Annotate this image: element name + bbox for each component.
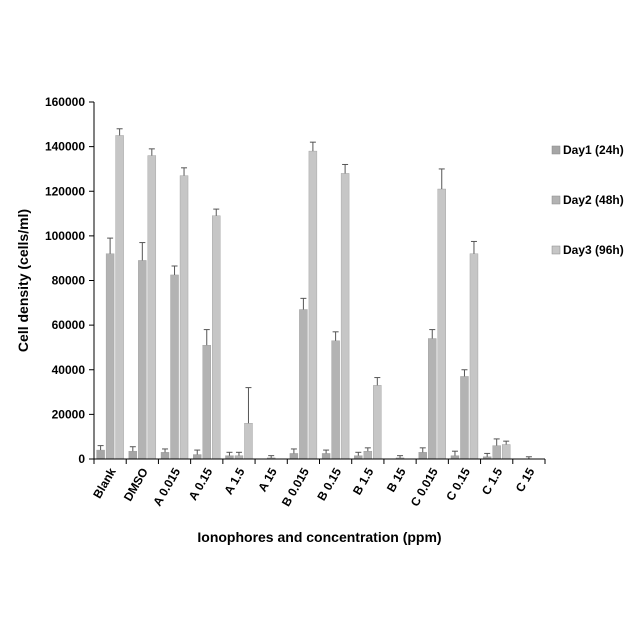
bar: [299, 310, 307, 459]
bar: [138, 260, 146, 459]
y-tick-label: 140000: [45, 140, 85, 154]
bar: [438, 189, 446, 459]
bar: [373, 385, 381, 459]
y-tick-label: 20000: [52, 407, 86, 421]
legend-label: Day3 (96h): [563, 243, 624, 257]
bar: [290, 453, 298, 459]
x-tick-label: B 0.15: [314, 465, 344, 503]
y-tick-label: 0: [78, 452, 85, 466]
x-tick-label: A 0.15: [186, 465, 216, 503]
x-tick-label: DMSO: [121, 466, 151, 504]
y-tick-label: 80000: [52, 274, 86, 288]
x-tick-label: B 15: [384, 465, 409, 494]
legend-swatch: [552, 146, 560, 154]
x-tick-label: C 1.5: [479, 465, 506, 497]
bar: [451, 456, 459, 459]
bar: [428, 339, 436, 459]
x-tick-label: C 0.15: [443, 465, 473, 503]
y-tick-label: 120000: [45, 184, 85, 198]
bar: [244, 423, 252, 459]
bar-series-group: [97, 135, 511, 459]
legend-swatch: [552, 196, 560, 204]
legend: Day1 (24h) Day2 (48h) Day3 (96h): [552, 143, 624, 257]
legend-label: Day1 (24h): [563, 143, 624, 157]
bar: [171, 275, 179, 459]
bar: [180, 176, 188, 459]
bar: [493, 446, 501, 459]
bar: [225, 456, 233, 459]
bar: [332, 341, 340, 459]
bar: [502, 444, 510, 459]
x-axis-ticks: BlankDMSOA 0.015A 0.15A 1.5A 15B 0.015B …: [90, 459, 545, 509]
x-tick-label: B 0.015: [279, 465, 312, 509]
bar: [148, 156, 156, 459]
bar: [341, 173, 349, 459]
bar: [97, 450, 105, 459]
x-tick-label: A 0.015: [150, 465, 183, 508]
x-tick-label: Blank: [90, 465, 119, 501]
bar: [116, 135, 124, 459]
bar: [309, 151, 317, 459]
bar: [203, 345, 211, 459]
bar: [129, 451, 137, 459]
bar: [106, 254, 114, 459]
y-axis-title: Cell density (cells/ml): [15, 209, 31, 352]
bar: [419, 452, 427, 459]
y-tick-label: 60000: [52, 318, 86, 332]
bar: [193, 455, 201, 459]
x-axis-title: Ionophores and concentration (ppm): [197, 529, 441, 545]
x-tick-label: A 15: [255, 465, 280, 494]
bar: [354, 456, 362, 459]
x-tick-label: A 1.5: [221, 465, 247, 497]
bar: [212, 216, 220, 459]
y-axis-ticks: 0 20000 40000 60000 80000 100000 120000 140000 1…: [45, 95, 94, 466]
bar: [322, 453, 330, 459]
bar: [161, 452, 169, 459]
bar: [470, 254, 478, 459]
x-tick-label: C 15: [513, 465, 538, 494]
y-tick-label: 40000: [52, 363, 86, 377]
x-tick-label: C 0.015: [408, 465, 441, 509]
x-tick-label: B 1.5: [350, 465, 377, 497]
bar: [364, 451, 372, 459]
legend-label: Day2 (48h): [563, 193, 624, 207]
bar: [460, 376, 468, 459]
legend-swatch: [552, 246, 560, 254]
y-tick-label: 160000: [45, 95, 85, 109]
y-tick-label: 100000: [45, 229, 85, 243]
bar: [235, 456, 243, 459]
